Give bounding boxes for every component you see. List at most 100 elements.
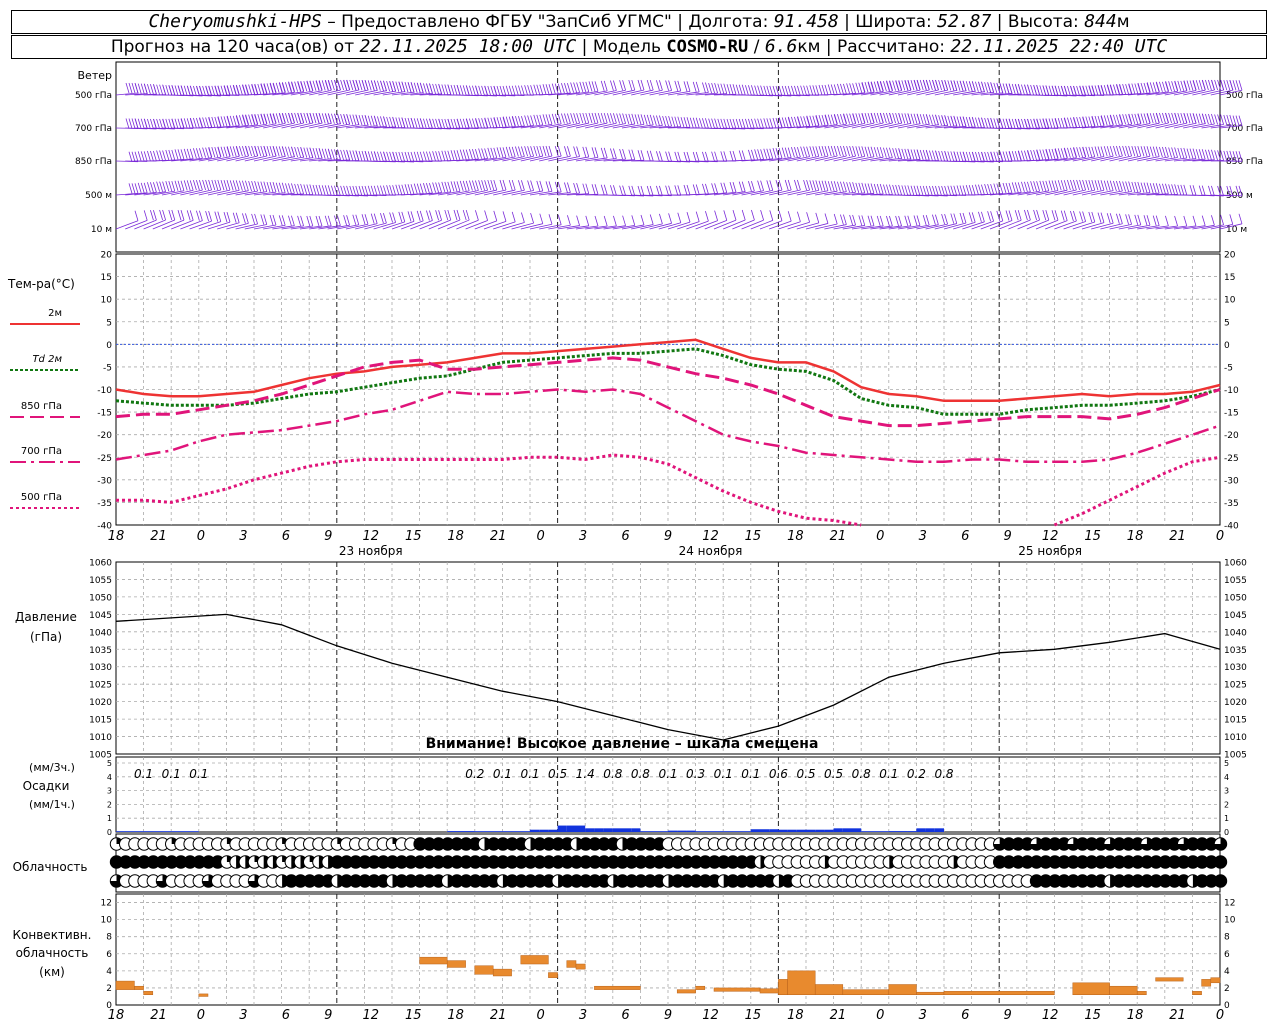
- wind-barb-flag: [827, 114, 832, 125]
- lon-value: 91.458: [773, 11, 839, 32]
- wind-barb-flag: [441, 150, 446, 161]
- wind-barb-flag: [1045, 148, 1050, 160]
- wind-title: Ветер: [78, 69, 112, 82]
- wind-barb-flag: [294, 81, 298, 92]
- wind-barb-flag: [603, 80, 608, 92]
- wind-barb-flag: [1229, 185, 1234, 197]
- wind-barb-flag: [1140, 82, 1145, 94]
- cloud-cover-symbol: [496, 837, 510, 851]
- wind-barb-flag: [297, 112, 302, 124]
- wind-barb-shaft: [1219, 223, 1243, 230]
- wind-barb-flag: [186, 118, 191, 129]
- wind-barb-flag: [944, 115, 949, 126]
- cloud-symbol-fill: [496, 855, 510, 869]
- wind-barb-flag: [981, 151, 985, 163]
- cloud-symbol-fill: [1159, 874, 1172, 888]
- temp-ytick-right: 10: [1224, 296, 1236, 306]
- wind-barb-flag: [895, 80, 900, 91]
- precip-total-label: 0.1: [879, 767, 898, 781]
- conv-ytick-left: 12: [101, 899, 112, 909]
- wind-barb-flag: [935, 214, 939, 225]
- wind-barb-flag: [1017, 182, 1022, 193]
- cloud-cover-symbol: [155, 855, 170, 869]
- cloud-cover-symbol: [1085, 874, 1099, 888]
- wind-barb-shaft: [999, 191, 1022, 196]
- wind-barb-flag: [1033, 209, 1037, 221]
- wind-barb-flag: [867, 146, 872, 157]
- wind-barb-flag: [1103, 85, 1108, 96]
- wind-barb-flag: [275, 146, 280, 157]
- wind-barb-flag: [493, 85, 498, 97]
- wind-barb-flag: [487, 85, 492, 97]
- cloud-symbol-fill: [1177, 855, 1190, 869]
- wind-barb-flag: [1192, 80, 1197, 91]
- wind-barb-flag: [600, 112, 605, 124]
- cloud-cover-symbol: [588, 837, 602, 851]
- wind-barb-flag: [631, 185, 636, 196]
- wind-barb-flag: [511, 179, 516, 191]
- wind-barb-shaft: [125, 93, 148, 96]
- wind-barb-flag: [367, 151, 372, 162]
- wind-barb-flag: [1232, 115, 1237, 126]
- wind-barb-flag: [628, 185, 633, 196]
- precip-bar: [447, 831, 457, 832]
- wind-barb-flag: [864, 82, 869, 93]
- cloud-cover-symbol: [422, 837, 436, 851]
- wind-barb-flag: [778, 210, 783, 221]
- axis1-hour-label: 18: [787, 529, 804, 544]
- wind-barb-flag: [346, 79, 351, 91]
- wind-barb-shaft: [1100, 223, 1123, 230]
- wind-barb-flag: [551, 83, 556, 94]
- wind-barb-flag: [965, 116, 970, 128]
- wind-barb-shaft: [1192, 123, 1215, 129]
- wind-barb-shaft: [1173, 122, 1197, 129]
- wind-barb-shaft: [1118, 155, 1141, 162]
- wind-barb-flag: [1128, 145, 1132, 157]
- wind-barb-flag: [1017, 210, 1022, 221]
- cloud-symbol-fill: [551, 855, 565, 869]
- wind-barb-flag: [177, 85, 182, 96]
- cloud-symbol-fill: [1122, 837, 1135, 851]
- wind-barb-flag: [125, 118, 130, 129]
- wind-barb-flag: [564, 146, 568, 157]
- wind-barb-flag: [263, 181, 268, 192]
- precip-ytick-right: 1: [1224, 814, 1229, 823]
- precip-total-label: 0.1: [493, 767, 512, 781]
- cloud-symbol-fill: [616, 855, 629, 869]
- wind-barb-flag: [346, 185, 350, 197]
- wind-barb-flag: [837, 145, 841, 157]
- wind-barb-flag: [674, 116, 679, 127]
- precip-bar: [925, 828, 935, 832]
- wind-barb-flag: [1192, 185, 1197, 196]
- wind-barb-shaft: [483, 189, 507, 196]
- wind-barb-flag: [288, 81, 292, 92]
- wind-barb-flag: [401, 117, 406, 129]
- conv-cloud-bar: [1072, 982, 1110, 996]
- press-ytick-left: 1040: [89, 628, 112, 638]
- wind-barb-flag: [987, 151, 991, 163]
- wind-barb-flag: [1021, 150, 1025, 161]
- wind-barb-shaft: [299, 90, 323, 96]
- wind-barb-flag: [386, 151, 390, 163]
- cloud-cover-symbol: [588, 855, 602, 869]
- conv-ytick-left: 4: [106, 967, 112, 977]
- wind-barb-shaft: [695, 192, 718, 196]
- wind-barb-flag: [1051, 148, 1056, 160]
- wind-barb-flag: [1125, 181, 1129, 192]
- wind-barb-flag: [1030, 150, 1034, 161]
- axis2-hour-label: 21: [150, 1008, 167, 1023]
- wind-barb-flag: [282, 113, 286, 124]
- wind-barb-flag: [849, 83, 853, 94]
- pressure-title: Давление: [15, 610, 77, 624]
- wind-barb-flag: [573, 182, 577, 194]
- wind-barb-shaft: [1201, 89, 1224, 96]
- wind-barb-flag: [674, 151, 679, 162]
- wind-barb-shaft: [1045, 189, 1068, 196]
- wind-barb-flag: [377, 116, 381, 127]
- wind-barb-flag: [502, 85, 507, 97]
- cloud-symbol-fill: [110, 874, 123, 888]
- wind-barb-flag: [889, 113, 893, 124]
- wind-barb-flag: [1109, 180, 1114, 191]
- wind-barb-flag: [794, 116, 798, 128]
- cloud-symbol-fill: [533, 855, 546, 869]
